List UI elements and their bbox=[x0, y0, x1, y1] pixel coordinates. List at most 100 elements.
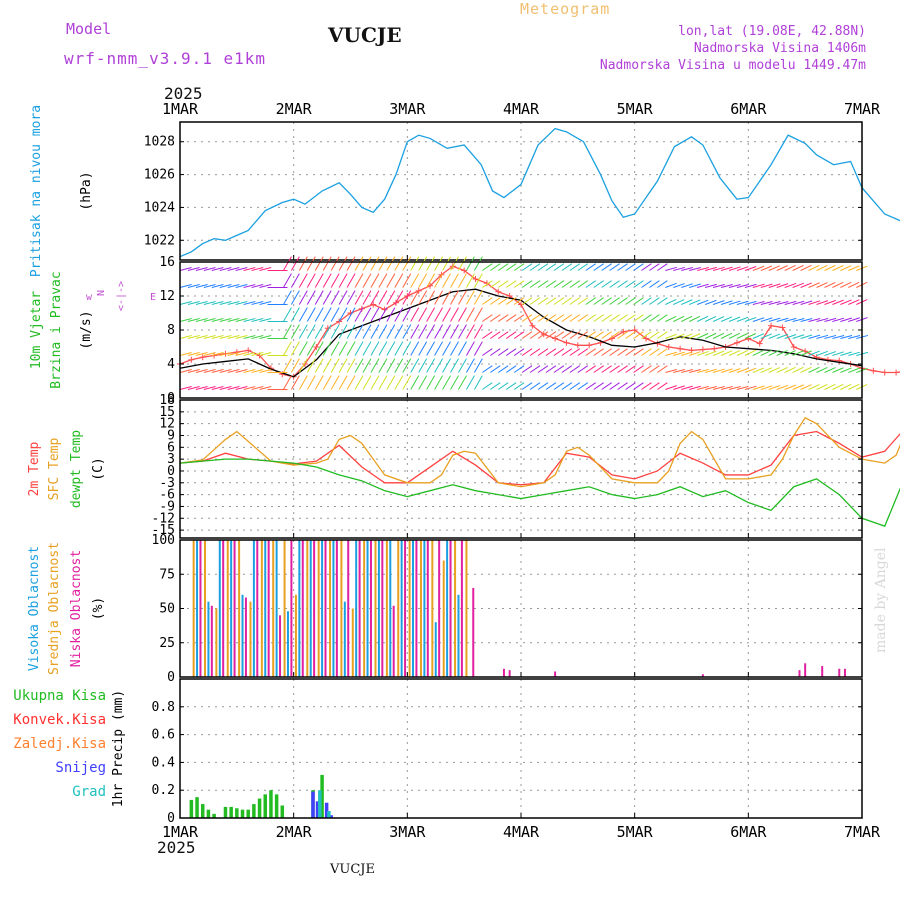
x-tick-label-bottom: 6MAR bbox=[730, 823, 767, 841]
wind-ylabel: 10m Vjetar bbox=[29, 291, 44, 369]
wind-arrow bbox=[306, 307, 316, 322]
pressure-panel: 1022 1024 1026 1028 Pritisak na nivou mora (h… bbox=[29, 105, 900, 277]
wind-arrow bbox=[537, 280, 549, 288]
wind-arrow bbox=[482, 382, 493, 390]
wind-arrow bbox=[298, 324, 308, 339]
wind-arrow bbox=[195, 369, 208, 373]
wind-arrow bbox=[800, 318, 813, 322]
wind-arrow bbox=[418, 273, 428, 288]
wind-arrow bbox=[505, 348, 517, 356]
wind-gust-marker bbox=[643, 335, 650, 342]
wind-arrow bbox=[330, 273, 340, 288]
wind-arrow bbox=[187, 386, 200, 390]
wind-arrow bbox=[561, 382, 573, 390]
wind-arrow bbox=[585, 297, 596, 305]
wind-arrow bbox=[601, 348, 612, 356]
wind-ytick-label: 12 bbox=[159, 289, 175, 304]
wind-arrow bbox=[768, 301, 781, 305]
clouds-bar bbox=[460, 540, 463, 677]
wind-arrow bbox=[466, 307, 475, 322]
wind-arrow bbox=[736, 300, 749, 305]
wind-arrow bbox=[633, 297, 644, 305]
clouds-bar bbox=[431, 540, 434, 677]
wind-arrow bbox=[314, 256, 324, 271]
wind-panel: 0 4 8 12 16 10m Vjetar Brzina i Pravac (m/s) w <-… bbox=[29, 255, 900, 406]
wind-arrow bbox=[736, 284, 749, 288]
wind-arrow bbox=[816, 317, 829, 322]
wind-arrow bbox=[219, 352, 232, 356]
wind-arrow bbox=[362, 358, 372, 373]
wind-arrow bbox=[681, 385, 693, 390]
wind-arrow bbox=[283, 341, 292, 356]
wind-arrow bbox=[689, 368, 701, 373]
wind-arrow bbox=[545, 382, 557, 390]
wind-arrow bbox=[816, 366, 828, 373]
wind-arrow bbox=[768, 317, 781, 322]
wind-arrow bbox=[569, 263, 581, 271]
wind-arrow bbox=[442, 273, 451, 288]
wind-arrow bbox=[649, 348, 660, 356]
wind-arrow bbox=[657, 348, 668, 356]
temperature-ytick-label: 15 bbox=[159, 405, 175, 420]
temperature-ytick-label: 9 bbox=[167, 428, 175, 443]
wind-arrow bbox=[569, 297, 581, 305]
wind-arrow bbox=[354, 290, 364, 305]
wind-arrow bbox=[203, 301, 216, 305]
temperature-frame bbox=[179, 399, 863, 539]
wind-arrow bbox=[219, 335, 232, 339]
wind-arrow bbox=[529, 331, 541, 339]
wind-arrow bbox=[482, 331, 493, 339]
wind-arrow bbox=[529, 263, 541, 271]
clouds-frame bbox=[179, 539, 863, 678]
clouds-bar bbox=[804, 663, 807, 677]
clouds-bar bbox=[465, 540, 468, 677]
wind-arrow bbox=[625, 331, 636, 339]
wind-arrow bbox=[744, 349, 756, 356]
wind-arrow bbox=[673, 369, 686, 373]
precip-bar bbox=[318, 790, 322, 818]
wind-arrow bbox=[290, 273, 300, 288]
wind-arrow bbox=[283, 290, 292, 305]
clouds-bar bbox=[267, 540, 270, 677]
clouds-bar bbox=[249, 601, 252, 677]
wind-arrow bbox=[442, 341, 451, 356]
wind-arrow bbox=[338, 358, 348, 373]
wind-arrow bbox=[386, 375, 396, 390]
clouds-bar bbox=[701, 674, 704, 677]
wind-arrow bbox=[800, 350, 812, 356]
wind-arrow bbox=[386, 358, 396, 373]
wind-arrow bbox=[840, 299, 852, 305]
x-tick-label-top: 2MAR bbox=[276, 100, 313, 118]
clouds-bar bbox=[294, 594, 297, 677]
wind-arrow bbox=[306, 358, 316, 373]
wind-arrow bbox=[354, 324, 364, 339]
wind-arrow bbox=[330, 341, 340, 356]
wind-arrow bbox=[673, 351, 685, 356]
wind-arrow bbox=[665, 368, 678, 373]
clouds-bar bbox=[230, 540, 233, 677]
clouds-bar bbox=[843, 668, 846, 677]
wind-arrow bbox=[450, 290, 459, 305]
wind-arrow bbox=[609, 382, 620, 390]
wind-arrow bbox=[298, 256, 308, 271]
wind-arrow bbox=[529, 314, 541, 322]
wind-arrow bbox=[545, 263, 557, 271]
station-title: VUCJE bbox=[328, 23, 402, 47]
wind-arrow bbox=[497, 263, 509, 271]
wind-gust-marker bbox=[461, 267, 468, 274]
wind-arrow bbox=[816, 383, 828, 390]
wind-arrow bbox=[800, 366, 812, 373]
wind-arrow bbox=[473, 341, 483, 356]
clouds-bar bbox=[241, 594, 244, 677]
wind-arrow bbox=[577, 365, 589, 373]
wind-arrow bbox=[362, 273, 372, 288]
wind-arrow bbox=[290, 358, 300, 373]
wind-arrow bbox=[521, 365, 533, 373]
wind-arrow bbox=[561, 263, 573, 271]
precip-legend-item: Snijeg bbox=[55, 760, 106, 776]
wind-arrow bbox=[434, 324, 444, 339]
wind-arrow bbox=[736, 385, 749, 390]
wind-arrow bbox=[824, 281, 836, 288]
wind-arrow bbox=[633, 348, 644, 356]
clouds-bar bbox=[446, 540, 449, 677]
